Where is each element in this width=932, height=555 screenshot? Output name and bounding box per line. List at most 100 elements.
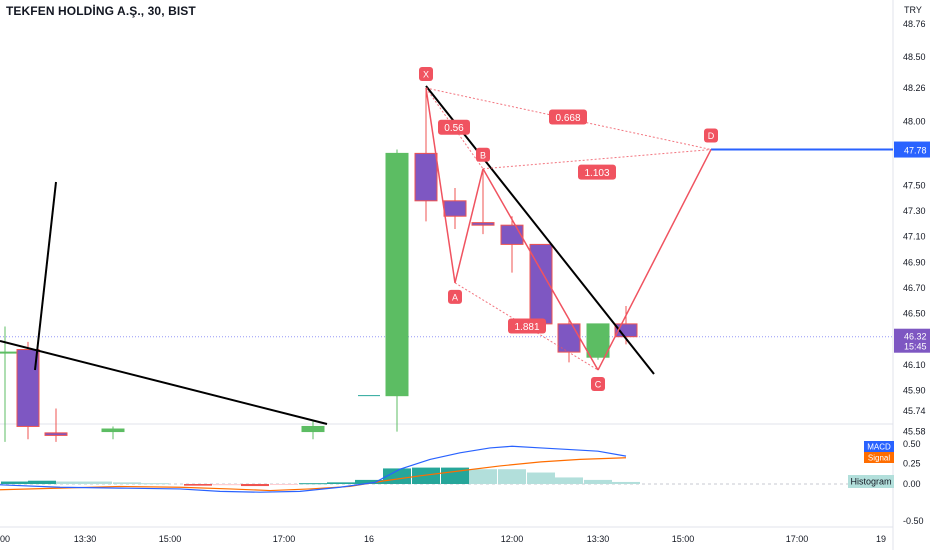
histogram-bar[interactable] (527, 472, 555, 484)
signal-legend-text: Signal (868, 454, 890, 463)
symbol-title[interactable]: TEKFEN HOLDİNG A.Ş., 30, BIST (6, 4, 196, 18)
candle-body[interactable] (443, 200, 467, 217)
time-tick-label: 16 (364, 534, 374, 544)
pattern-point-label: A (452, 292, 458, 302)
histogram-bar[interactable] (113, 482, 141, 484)
histogram-bar[interactable] (184, 484, 212, 486)
price-tick-label: 48.76 (903, 19, 926, 29)
time-tick-label: 17:00 (273, 534, 296, 544)
pattern-ratio-badge[interactable] (578, 164, 616, 180)
price-tick-label: 45.58 (903, 427, 926, 437)
pattern-ratio-label: 1.103 (584, 168, 609, 179)
indicator-tick-label: 0.00 (903, 479, 921, 489)
price-tick-label: 47.30 (903, 206, 926, 216)
candle-body[interactable] (101, 428, 125, 433)
time-axis[interactable]: 00 13:30 15:00 17:00 16 12:00 13:30 15:00 17:00 1… (0, 534, 886, 544)
price-tick-label: 46.70 (903, 283, 926, 293)
last-price-badge[interactable] (894, 328, 930, 353)
pattern-point-badge[interactable] (704, 128, 718, 143)
macd-legend-badge[interactable] (864, 441, 894, 452)
histogram-legend-badge[interactable] (848, 475, 894, 488)
pattern-leg[interactable] (454, 168, 484, 284)
histogram-bar[interactable] (270, 484, 298, 485)
price-tick-label: 47.10 (903, 232, 926, 242)
macd-line[interactable] (0, 445, 627, 493)
histogram-legend-text: Histogram (850, 477, 891, 487)
time-tick-label: 15:00 (159, 534, 182, 544)
time-tick-label: 13:30 (587, 534, 610, 544)
last-price-badge-text: 46.32 (904, 332, 927, 342)
histogram-bar[interactable] (355, 479, 383, 484)
price-axis[interactable]: 48.76 48.50 48.26 48.00 47.50 47.30 47.10 46.90… (903, 19, 926, 437)
trend-line[interactable] (0, 340, 328, 425)
signal-legend-badge[interactable] (864, 452, 894, 463)
pattern-ratio-badge[interactable] (438, 119, 470, 135)
histogram-bar[interactable] (1, 481, 29, 484)
pattern-ratio-label: 0.56 (444, 123, 464, 134)
level-price-badge-text: 47.78 (904, 146, 927, 156)
pattern-point-badge[interactable] (591, 377, 605, 392)
price-tick-label: 46.50 (903, 309, 926, 319)
pattern-point-label: B (480, 150, 486, 160)
histogram-bar[interactable] (469, 469, 497, 484)
pattern-leg[interactable] (597, 149, 712, 371)
pattern-point-label: D (708, 131, 715, 141)
pattern-ratio-badge[interactable] (549, 109, 587, 125)
candle-body[interactable] (44, 432, 68, 436)
histogram-bar[interactable] (84, 481, 112, 484)
pattern-ratio-badge[interactable] (508, 318, 546, 334)
level-price-badge[interactable] (894, 141, 930, 158)
candles-group[interactable] (0, 88, 638, 442)
macd-legend-text: MACD (867, 443, 891, 452)
histogram-bar[interactable] (28, 480, 56, 484)
price-tick-label: 47.50 (903, 180, 926, 190)
time-tick-label: 12:00 (501, 534, 524, 544)
pattern-leg[interactable] (482, 168, 599, 371)
histogram-bar[interactable] (213, 484, 241, 486)
candle-body[interactable] (500, 224, 524, 245)
histogram-bar[interactable] (441, 467, 469, 484)
candle-body[interactable] (385, 152, 409, 397)
histogram-bar[interactable] (412, 467, 440, 484)
candle-body[interactable] (0, 351, 17, 354)
indicator-tick-label: 0.50 (903, 439, 921, 449)
bar-countdown: 15:45 (904, 342, 927, 352)
histogram-bar[interactable] (299, 483, 327, 485)
price-tick-label: 45.74 (903, 406, 926, 416)
candle-body[interactable] (301, 425, 325, 433)
pattern-ratio-label: 1.881 (514, 322, 539, 333)
pattern-point-label: X (423, 70, 429, 80)
histogram-bar[interactable] (612, 481, 640, 484)
price-tick-label: 48.00 (903, 116, 926, 126)
currency-label: TRY (904, 5, 922, 15)
pattern-point-badge[interactable] (448, 289, 462, 304)
pattern-point-badge[interactable] (476, 147, 490, 162)
histogram-bar[interactable] (56, 481, 84, 484)
price-tick-label: 46.90 (903, 257, 926, 267)
indicator-tick-label: 0.25 (903, 459, 921, 469)
candle-body[interactable] (586, 323, 610, 358)
histogram-bar[interactable] (498, 469, 526, 484)
histogram-bar[interactable] (327, 482, 355, 484)
pattern-point-badge[interactable] (419, 67, 433, 81)
time-tick-label: 19 (876, 534, 886, 544)
histogram-bar[interactable] (141, 483, 169, 485)
trend-line[interactable] (34, 181, 57, 371)
xabcd-pattern[interactable]: X A B C D 0.56 0.668 1.103 1.881 (419, 67, 718, 392)
pattern-point-label: C (595, 380, 602, 390)
pattern-leg[interactable] (425, 87, 456, 283)
histogram-bar[interactable] (555, 477, 583, 484)
pattern-ratio-label: 0.668 (555, 113, 580, 124)
macd-pane[interactable] (0, 445, 893, 493)
candle-body[interactable] (16, 349, 40, 427)
candle-body[interactable] (414, 152, 438, 202)
price-tick-label: 48.50 (903, 52, 926, 62)
histogram-bar[interactable] (584, 479, 612, 484)
price-tick-label: 48.26 (903, 83, 926, 93)
indicator-tick-label: -0.50 (903, 516, 924, 526)
candle-body[interactable] (471, 222, 495, 226)
time-tick-label: 13:30 (74, 534, 97, 544)
histogram-bar[interactable] (241, 484, 269, 487)
